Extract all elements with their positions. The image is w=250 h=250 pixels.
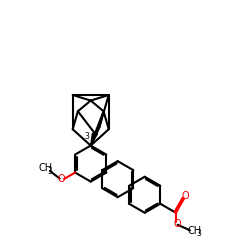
Text: CH: CH	[38, 163, 53, 173]
Text: 3: 3	[85, 132, 90, 141]
Text: O: O	[182, 191, 190, 201]
Polygon shape	[91, 134, 98, 145]
Text: O: O	[58, 174, 65, 184]
Text: CH: CH	[187, 226, 201, 236]
Text: O: O	[174, 219, 182, 229]
Text: 3: 3	[196, 229, 202, 238]
Text: 3: 3	[48, 167, 53, 176]
